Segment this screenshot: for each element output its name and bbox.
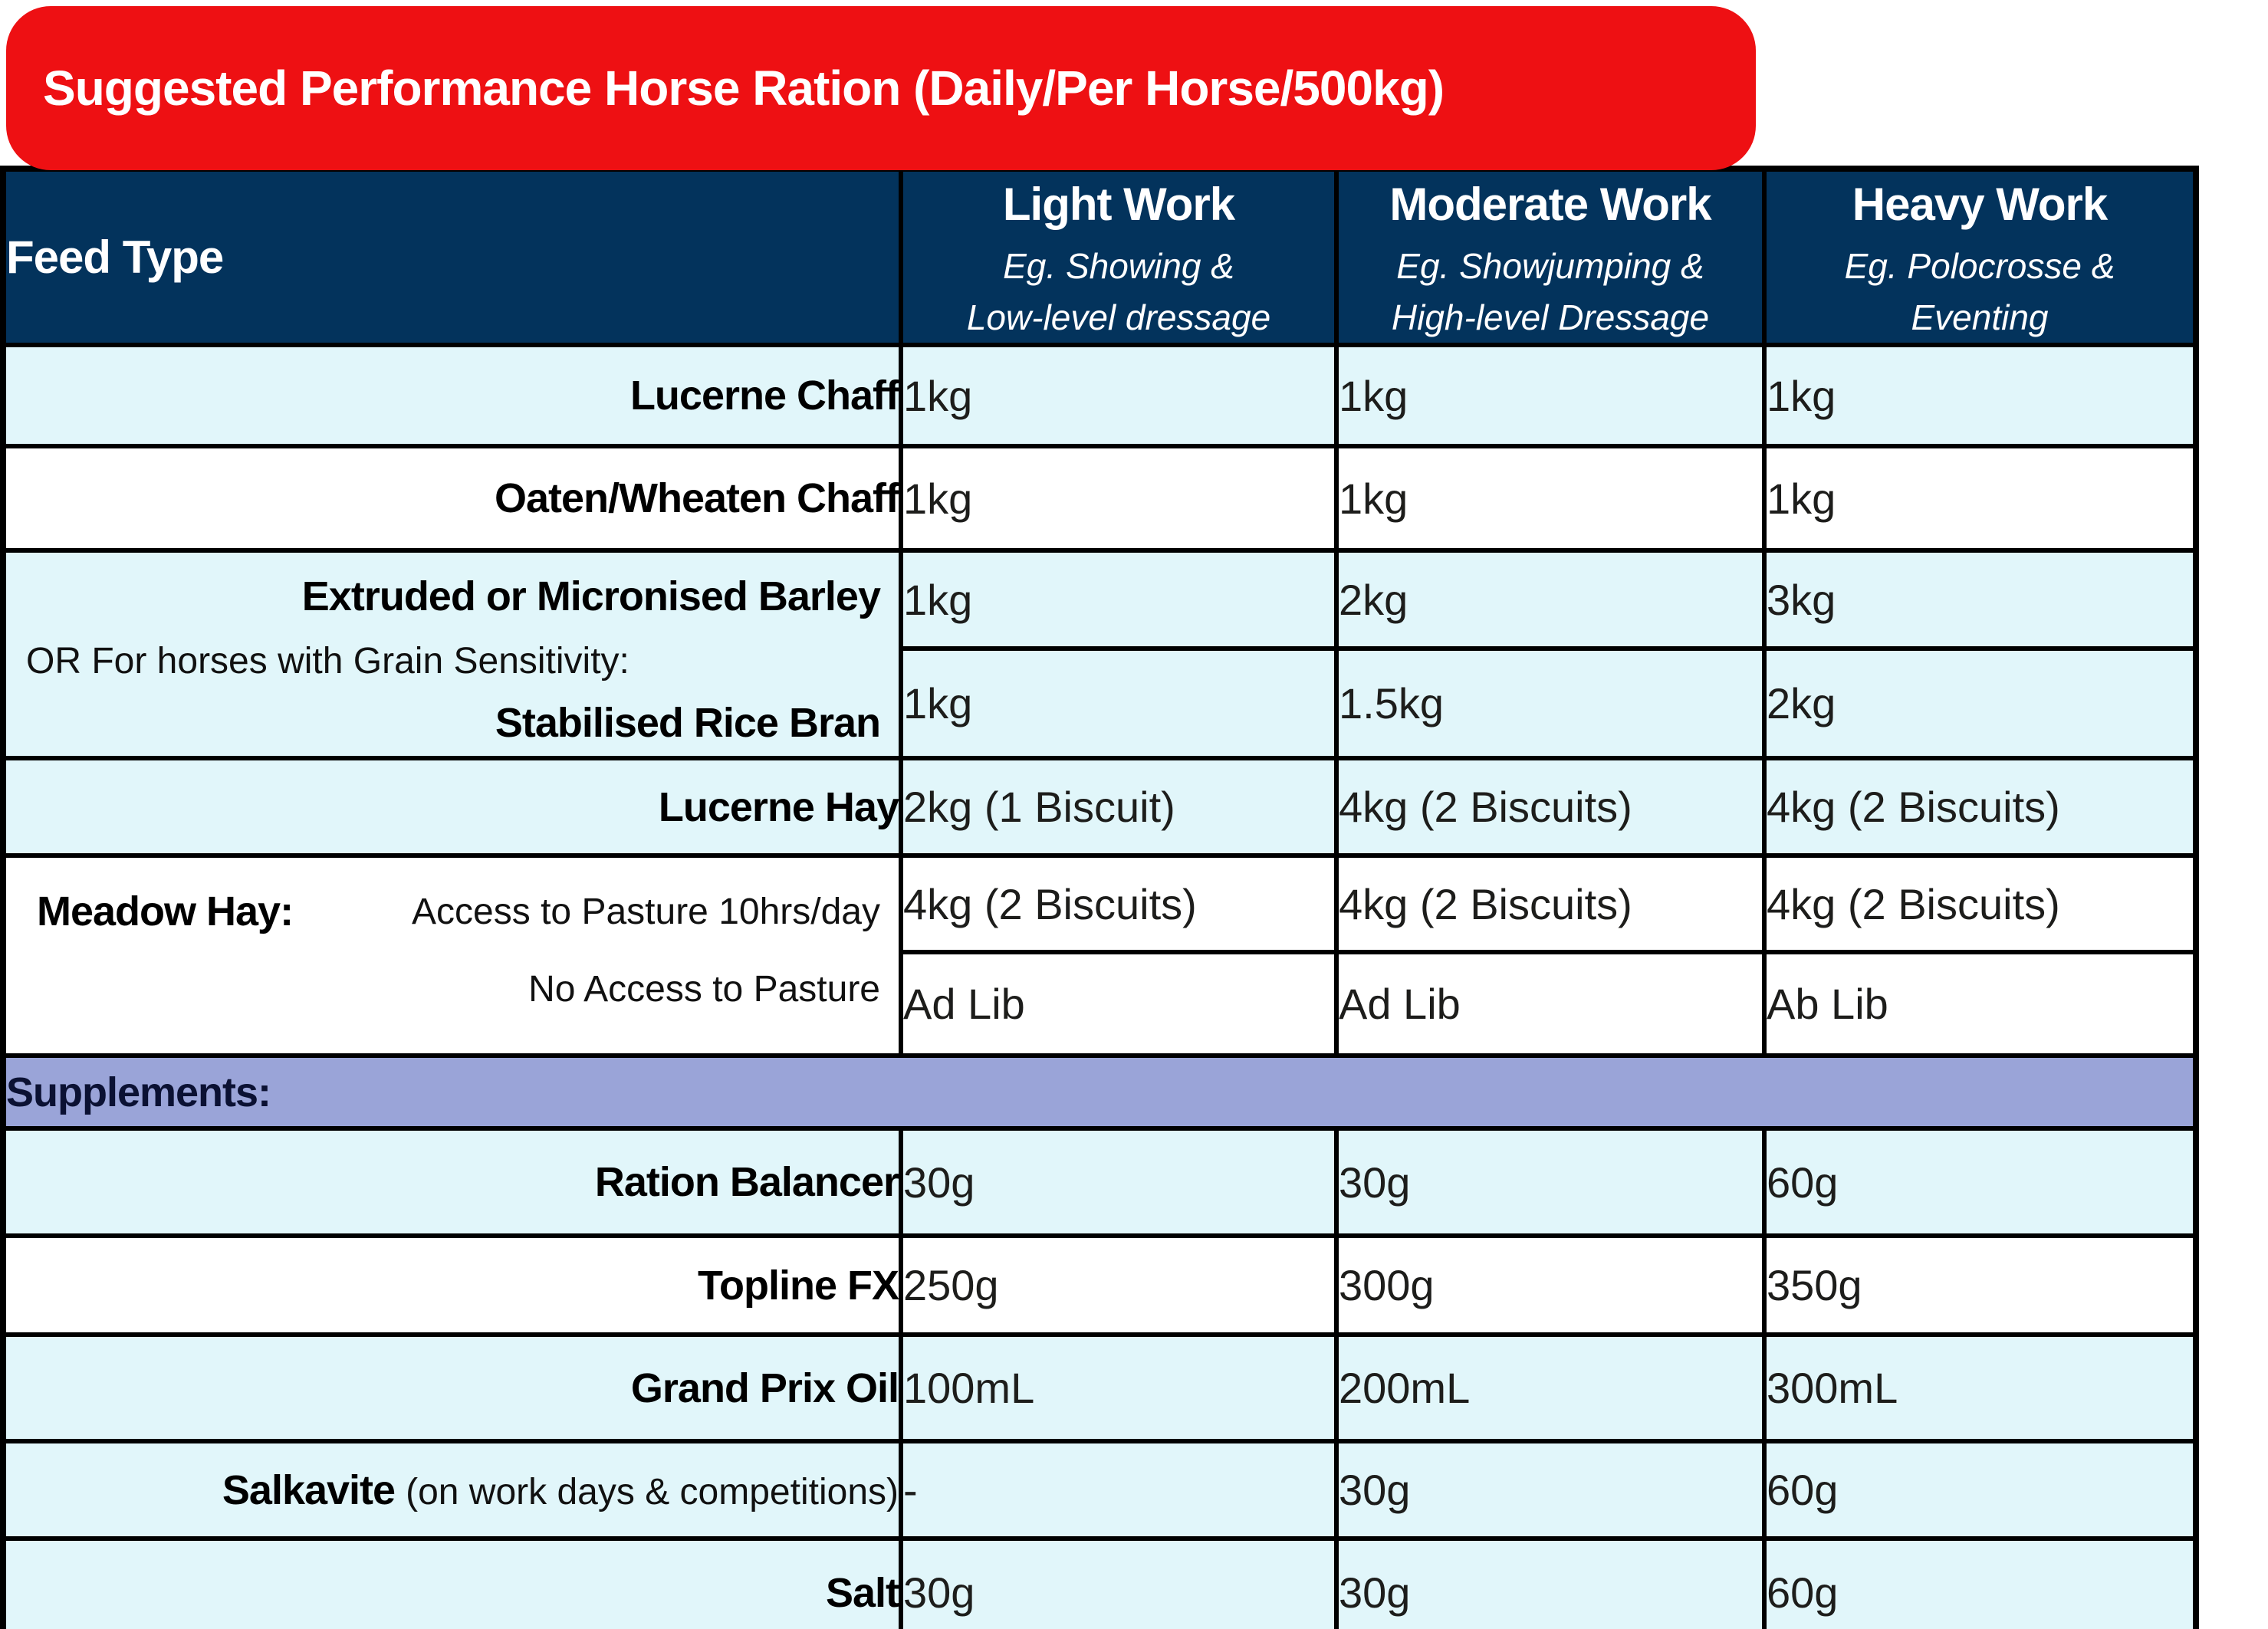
rice-bran-light-value: 1kg [899,646,1339,761]
feed-type-header: Feed Type [1,166,903,348]
salkavite-note: (on work days & competitions) [406,1471,899,1512]
row-meadow-hay-access: Meadow Hay: Access to Pasture 10hrs/day … [1,853,2198,1059]
topline-fx-light-value: 250g [899,1233,1339,1338]
grand-prix-oil-light-value: 100mL [899,1332,1339,1444]
lucerne-chaff-moderate-value: 1kg [1334,343,1767,449]
moderate-work-subtitle: Eg. Showjumping & High-level Dressage [1391,246,1710,337]
barley-label-stack: Extruded or Micronised Barley OR For hor… [6,553,899,756]
salkavite-heavy-value: 60g [1762,1439,2198,1542]
ration-balancer-light-value: 30g [899,1126,1339,1239]
meadow-no-access-heavy-value: Ab Lib [1762,950,2198,1059]
grand-prix-oil-moderate-value: 200mL [1334,1332,1767,1444]
rice-bran-heavy-value: 2kg [1762,646,2198,761]
ration-balancer-heavy-value: 60g [1762,1126,2198,1239]
rice-bran-label: Stabilised Rice Bran [495,699,881,746]
lucerne-chaff-label: Lucerne Chaff [1,343,903,449]
ration-balancer-moderate-value: 30g [1334,1126,1767,1239]
row-grand-prix-oil: Grand Prix Oil 100mL 200mL 300mL [1,1332,2198,1444]
meadow-hay-label: Meadow Hay: [37,888,294,935]
oaten-chaff-light-value: 1kg [899,444,1339,553]
barley-light-value: 1kg [899,548,1339,652]
ration-balancer-label: Ration Balancer [1,1126,903,1239]
meadow-access-light-value: 4kg (2 Biscuits) [899,853,1339,955]
row-salkavite: Salkavite (on work days & competitions) … [1,1439,2198,1542]
meadow-access-line: Meadow Hay: Access to Pasture 10hrs/day [6,858,899,965]
barley-label-line: Extruded or Micronised Barley [6,553,899,640]
grand-prix-oil-label: Grand Prix Oil [1,1332,903,1444]
moderate-work-title: Moderate Work [1389,179,1711,230]
meadow-no-access-label: No Access to Pasture [528,968,880,1010]
heavy-work-title: Heavy Work [1852,179,2108,230]
row-salt: Salt 30g 30g 60g [1,1536,2198,1629]
salt-heavy-value: 60g [1762,1536,2198,1629]
oaten-chaff-label: Oaten/Wheaten Chaff [1,444,903,553]
meadow-access-label: Access to Pasture 10hrs/day [412,891,880,932]
heavy-work-subtitle: Eg. Polocrosse & Eventing [1844,246,2115,337]
row-lucerne-hay: Lucerne Hay 2kg (1 Biscuit) 4kg (2 Biscu… [1,756,2198,859]
ration-table: Feed Type Light Work Eg. Showing & Low-l… [0,166,2199,1629]
meadow-access-moderate-value: 4kg (2 Biscuits) [1334,853,1767,955]
barley-ricebran-label-cell: Extruded or Micronised Barley OR For hor… [1,548,903,761]
lucerne-chaff-heavy-value: 1kg [1762,343,2198,449]
row-ration-balancer: Ration Balancer 30g 30g 60g [1,1126,2198,1239]
lucerne-hay-light-value: 2kg (1 Biscuit) [899,756,1339,859]
oaten-chaff-heavy-value: 1kg [1762,444,2198,553]
grain-sensitivity-note-line: OR For horses with Grain Sensitivity: [6,640,899,682]
topline-fx-label: Topline FX [1,1233,903,1338]
lucerne-hay-label: Lucerne Hay [1,756,903,859]
page-title: Suggested Performance Horse Ration (Dail… [43,61,1445,116]
barley-moderate-value: 2kg [1334,548,1767,652]
row-supplements-header: Supplements: [1,1053,2198,1131]
row-oaten-chaff: Oaten/Wheaten Chaff 1kg 1kg 1kg [1,444,2198,553]
salt-light-value: 30g [899,1536,1339,1629]
barley-label: Extruded or Micronised Barley [301,573,881,620]
rice-bran-label-line: Stabilised Rice Bran [6,682,899,763]
rice-bran-moderate-value: 1.5kg [1334,646,1767,761]
lucerne-chaff-light-value: 1kg [899,343,1339,449]
lucerne-hay-moderate-value: 4kg (2 Biscuits) [1334,756,1767,859]
row-barley: Extruded or Micronised Barley OR For hor… [1,548,2198,761]
oaten-chaff-moderate-value: 1kg [1334,444,1767,553]
salkavite-light-value: - [899,1439,1339,1542]
header-row: Feed Type Light Work Eg. Showing & Low-l… [1,166,2198,348]
meadow-no-access-line: No Access to Pasture [6,965,899,1013]
heavy-work-header: Heavy Work Eg. Polocrosse & Eventing [1762,166,2198,348]
meadow-hay-label-cell: Meadow Hay: Access to Pasture 10hrs/day … [1,853,903,1059]
row-topline-fx: Topline FX 250g 300g 350g [1,1233,2198,1338]
moderate-work-header: Moderate Work Eg. Showjumping & High-lev… [1334,166,1767,348]
salkavite-label: Salkavite [222,1466,396,1513]
grain-sensitivity-note: OR For horses with Grain Sensitivity: [26,641,629,682]
light-work-header: Light Work Eg. Showing & Low-level dress… [899,166,1339,348]
row-lucerne-chaff: Lucerne Chaff 1kg 1kg 1kg [1,343,2198,449]
row-rice-bran: 1kg 1.5kg 2kg [3,646,2198,761]
salkavite-label-cell: Salkavite (on work days & competitions) [1,1439,903,1542]
meadow-access-heavy-value: 4kg (2 Biscuits) [1762,853,2198,955]
salkavite-moderate-value: 30g [1334,1439,1767,1542]
grand-prix-oil-heavy-value: 300mL [1762,1332,2198,1444]
meadow-label-stack: Meadow Hay: Access to Pasture 10hrs/day … [6,858,899,1053]
salt-moderate-value: 30g [1334,1536,1767,1629]
title-banner: Suggested Performance Horse Ration (Dail… [6,6,1756,170]
supplements-header-label: Supplements: [1,1053,2198,1131]
light-work-title: Light Work [1002,179,1235,230]
topline-fx-moderate-value: 300g [1334,1233,1767,1338]
meadow-no-access-light-value: Ad Lib [899,950,1339,1059]
barley-heavy-value: 3kg [1762,548,2198,652]
row-meadow-hay-no-access: Ad Lib Ad Lib Ab Lib [3,950,2198,1059]
lucerne-hay-heavy-value: 4kg (2 Biscuits) [1762,756,2198,859]
meadow-no-access-moderate-value: Ad Lib [1334,950,1767,1059]
light-work-subtitle: Eg. Showing & Low-level dressage [966,246,1271,337]
salt-label: Salt [1,1536,903,1629]
topline-fx-heavy-value: 350g [1762,1233,2198,1338]
